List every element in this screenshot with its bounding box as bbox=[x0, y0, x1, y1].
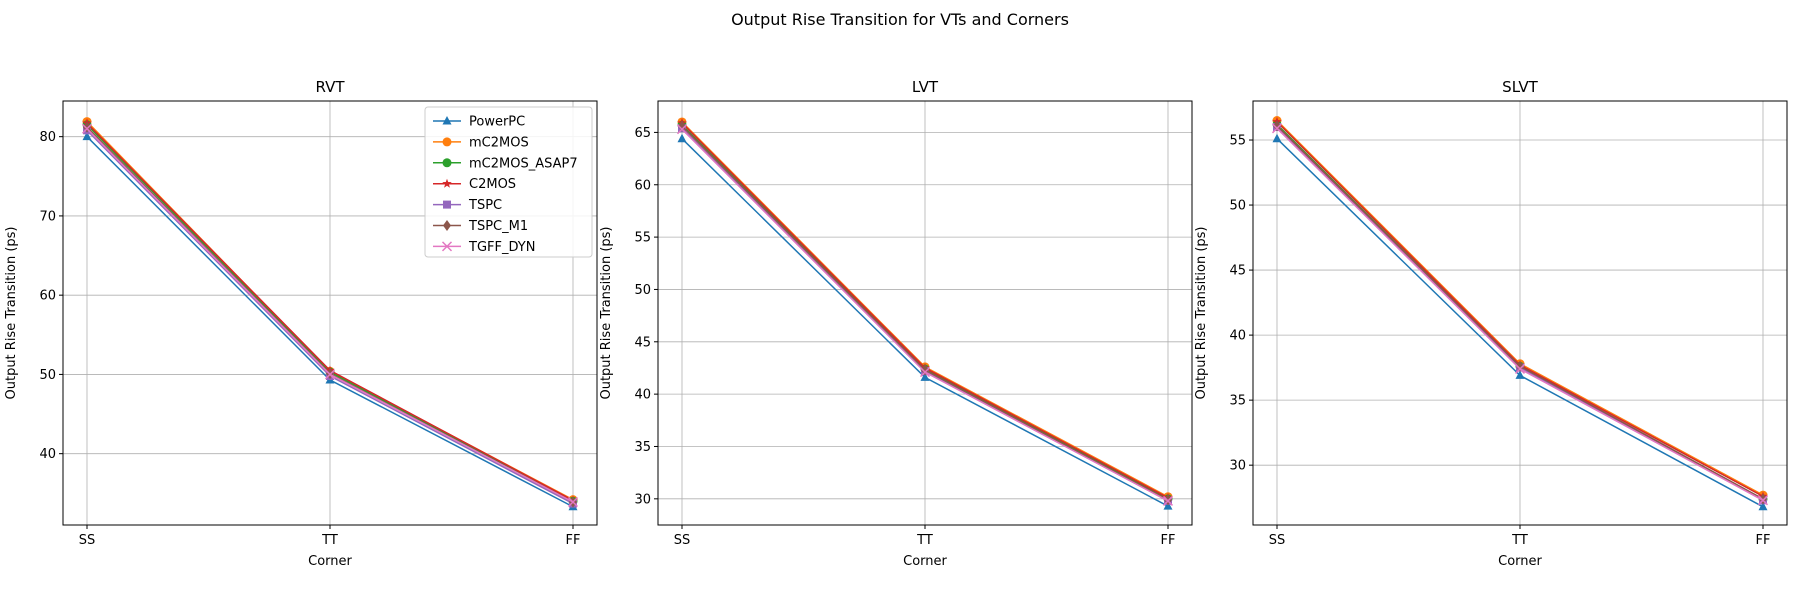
data-point bbox=[567, 496, 579, 508]
x-tick-label: TT bbox=[321, 533, 338, 548]
y-tick-label: 50 bbox=[1229, 199, 1246, 214]
legend-marker bbox=[442, 178, 452, 188]
series-tgff-dyn bbox=[676, 124, 1174, 506]
y-tick-label: 45 bbox=[634, 335, 651, 350]
legend-marker bbox=[442, 158, 452, 168]
y-tick-label: 35 bbox=[634, 440, 651, 455]
legend-entry-mc2mos: mC2MOS bbox=[433, 135, 529, 150]
legend-entry-mc2mos-asap7: mC2MOS_ASAP7 bbox=[433, 156, 578, 171]
series-powerpc bbox=[677, 133, 1173, 510]
legend-entry-c2mos: C2MOS bbox=[433, 177, 516, 192]
data-point bbox=[677, 133, 687, 143]
series-powerpc bbox=[1272, 133, 1768, 511]
legend-marker bbox=[443, 220, 451, 231]
chart-title: SLVT bbox=[1502, 78, 1538, 96]
legend-label: mC2MOS bbox=[469, 135, 529, 150]
x-axis-label: Corner bbox=[903, 554, 947, 569]
data-point bbox=[1516, 360, 1524, 372]
legend-label: C2MOS bbox=[469, 177, 516, 192]
data-point bbox=[676, 124, 688, 135]
legend-label: TGFF_DYN bbox=[468, 240, 535, 255]
y-axis-label: Output Rise Transition (ps) bbox=[4, 226, 19, 399]
chart-title: RVT bbox=[315, 78, 345, 96]
data-point bbox=[1757, 495, 1769, 506]
legend-entry-powerpc: PowerPC bbox=[433, 115, 525, 130]
x-tick-label: SS bbox=[674, 533, 691, 548]
y-tick-label: 45 bbox=[1229, 264, 1246, 279]
y-tick-label: 65 bbox=[634, 126, 651, 141]
y-tick-label: 55 bbox=[634, 231, 651, 246]
y-tick-label: 40 bbox=[39, 447, 56, 462]
x-tick-label: FF bbox=[1756, 533, 1771, 548]
x-tick-label: FF bbox=[566, 533, 581, 548]
legend-marker bbox=[442, 137, 452, 147]
figure-title: Output Rise Transition for VTs and Corne… bbox=[731, 10, 1069, 29]
data-point bbox=[1272, 133, 1282, 143]
legend-entry-tspc: TSPC bbox=[433, 198, 502, 213]
data-point bbox=[1163, 501, 1173, 510]
y-axis-label: Output Rise Transition (ps) bbox=[599, 226, 614, 399]
y-tick-label: 35 bbox=[1229, 394, 1246, 409]
x-axis-label: Corner bbox=[1498, 554, 1542, 569]
data-point bbox=[1515, 370, 1525, 379]
x-tick-label: TT bbox=[1511, 533, 1528, 548]
y-axis-label: Output Rise Transition (ps) bbox=[1194, 226, 1209, 399]
y-tick-label: 50 bbox=[39, 368, 56, 383]
legend-label: PowerPC bbox=[469, 115, 525, 130]
series-tgff-dyn bbox=[81, 123, 579, 508]
data-point bbox=[920, 372, 930, 381]
x-tick-label: FF bbox=[1161, 533, 1176, 548]
y-tick-label: 40 bbox=[634, 388, 651, 403]
y-tick-label: 30 bbox=[634, 492, 651, 507]
legend-entry-tspc-m1: TSPC_M1 bbox=[433, 219, 528, 234]
data-point bbox=[1273, 120, 1281, 132]
chart-panel-lvt: 30 35 40 45 50 55 60 65 SS TT FF LVT Corner Output Ri… bbox=[599, 78, 1193, 569]
legend-marker bbox=[441, 241, 453, 252]
x-tick-label: TT bbox=[916, 533, 933, 548]
chart-panel-slvt: 30 35 40 45 50 55 SS TT FF SLVT Corner Output Rise … bbox=[1194, 78, 1788, 569]
x-axis-label: Corner bbox=[308, 554, 352, 569]
data-point bbox=[1514, 363, 1526, 374]
y-tick-label: 70 bbox=[39, 209, 56, 224]
legend-label: TSPC_M1 bbox=[468, 219, 528, 234]
legend-label: TSPC bbox=[468, 198, 502, 213]
y-tick-label: 30 bbox=[1229, 459, 1246, 474]
legend-marker bbox=[443, 200, 451, 209]
x-tick-label: SS bbox=[1269, 533, 1286, 548]
x-tick-label: SS bbox=[79, 533, 96, 548]
series-tgff-dyn bbox=[1271, 123, 1769, 506]
data-point bbox=[324, 369, 336, 380]
data-point bbox=[678, 120, 686, 132]
data-point bbox=[1271, 123, 1283, 134]
y-tick-label: 60 bbox=[39, 289, 56, 304]
chart-panels: 40 50 60 70 80 SS TT FF RVT Corner Output Rise Tra… bbox=[4, 78, 1788, 569]
y-tick-label: 50 bbox=[634, 283, 651, 298]
legend-label: mC2MOS_ASAP7 bbox=[469, 156, 578, 171]
data-point bbox=[81, 123, 93, 134]
data-point bbox=[82, 131, 92, 141]
y-tick-label: 80 bbox=[39, 130, 56, 145]
chart-panel-rvt: 40 50 60 70 80 SS TT FF RVT Corner Output Rise Tra… bbox=[4, 78, 598, 569]
data-point bbox=[1758, 501, 1768, 511]
legend-box bbox=[424, 106, 593, 258]
legend-entry-tgff-dyn: TGFF_DYN bbox=[433, 240, 535, 255]
data-point bbox=[1162, 495, 1174, 506]
legend-marker bbox=[442, 116, 452, 125]
data-point bbox=[919, 367, 931, 378]
y-tick-label: 60 bbox=[634, 178, 651, 193]
y-tick-label: 55 bbox=[1229, 134, 1246, 149]
y-tick-label: 40 bbox=[1229, 329, 1246, 344]
legend: PowerPC mC2MOS mC2MOS_ASAP7 C2MOS TSPC TSPC_M… bbox=[424, 106, 593, 258]
chart-title: LVT bbox=[912, 78, 939, 96]
